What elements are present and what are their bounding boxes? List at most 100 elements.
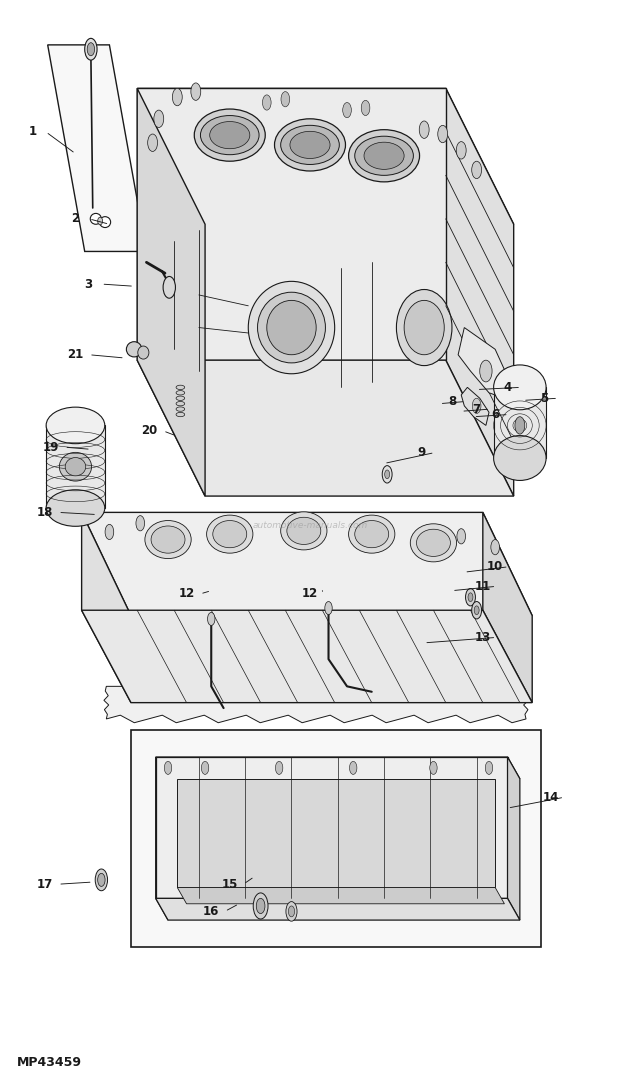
Polygon shape xyxy=(137,360,514,496)
Circle shape xyxy=(343,102,352,118)
Text: 15: 15 xyxy=(221,877,238,891)
Ellipse shape xyxy=(46,489,105,526)
Text: 10: 10 xyxy=(487,560,503,573)
Polygon shape xyxy=(461,387,489,425)
Polygon shape xyxy=(156,758,168,920)
Ellipse shape xyxy=(404,301,445,354)
Bar xyxy=(131,730,541,947)
Ellipse shape xyxy=(176,390,185,395)
Polygon shape xyxy=(156,758,520,778)
Polygon shape xyxy=(46,425,105,508)
Ellipse shape xyxy=(200,116,259,155)
Circle shape xyxy=(457,529,466,544)
Ellipse shape xyxy=(98,217,103,225)
Circle shape xyxy=(515,416,525,434)
Circle shape xyxy=(208,613,215,626)
Ellipse shape xyxy=(65,458,86,476)
Circle shape xyxy=(438,125,448,143)
Ellipse shape xyxy=(290,131,330,158)
Ellipse shape xyxy=(257,292,326,363)
Circle shape xyxy=(262,95,271,110)
Text: 5: 5 xyxy=(541,391,549,404)
Text: 2: 2 xyxy=(71,213,79,226)
Ellipse shape xyxy=(176,385,185,389)
Text: 8: 8 xyxy=(448,395,456,408)
Circle shape xyxy=(382,465,392,483)
Circle shape xyxy=(384,470,389,479)
Text: 11: 11 xyxy=(475,580,491,593)
Ellipse shape xyxy=(213,521,247,547)
Text: 4: 4 xyxy=(503,380,512,393)
Ellipse shape xyxy=(126,341,142,356)
Circle shape xyxy=(202,761,209,774)
Polygon shape xyxy=(177,887,505,904)
Polygon shape xyxy=(82,512,532,616)
Ellipse shape xyxy=(281,125,339,165)
Ellipse shape xyxy=(176,401,185,405)
Ellipse shape xyxy=(176,396,185,400)
Polygon shape xyxy=(508,758,520,920)
Circle shape xyxy=(466,589,476,606)
Ellipse shape xyxy=(176,407,185,411)
Ellipse shape xyxy=(248,281,335,374)
Polygon shape xyxy=(446,88,514,496)
Circle shape xyxy=(191,83,201,100)
Text: 12: 12 xyxy=(302,588,318,601)
Ellipse shape xyxy=(494,436,546,481)
Circle shape xyxy=(87,43,95,56)
Circle shape xyxy=(286,901,297,921)
Ellipse shape xyxy=(348,516,395,553)
Polygon shape xyxy=(156,758,508,898)
Circle shape xyxy=(472,602,482,619)
Circle shape xyxy=(164,761,172,774)
Polygon shape xyxy=(137,88,205,496)
Circle shape xyxy=(485,761,493,774)
Ellipse shape xyxy=(355,136,414,175)
Ellipse shape xyxy=(138,346,149,359)
Text: 7: 7 xyxy=(472,402,480,415)
Circle shape xyxy=(275,761,283,774)
Text: 17: 17 xyxy=(37,877,53,891)
Circle shape xyxy=(172,88,182,106)
Ellipse shape xyxy=(364,142,404,169)
Text: 16: 16 xyxy=(203,905,219,918)
Circle shape xyxy=(468,593,473,602)
Polygon shape xyxy=(82,512,131,703)
Circle shape xyxy=(350,761,357,774)
Polygon shape xyxy=(177,778,495,887)
Polygon shape xyxy=(483,512,532,703)
Ellipse shape xyxy=(410,524,456,561)
Polygon shape xyxy=(137,88,514,225)
Text: MP43459: MP43459 xyxy=(17,1056,82,1069)
Circle shape xyxy=(491,540,500,555)
Circle shape xyxy=(361,100,370,116)
Text: 19: 19 xyxy=(43,440,59,453)
Circle shape xyxy=(253,893,268,919)
Text: 12: 12 xyxy=(179,588,195,601)
Circle shape xyxy=(472,161,482,179)
Circle shape xyxy=(288,906,294,917)
Text: 9: 9 xyxy=(417,446,425,459)
Polygon shape xyxy=(104,687,528,723)
Ellipse shape xyxy=(194,109,265,161)
Ellipse shape xyxy=(287,518,321,545)
Polygon shape xyxy=(494,387,546,458)
Text: 3: 3 xyxy=(84,278,92,291)
Text: 6: 6 xyxy=(491,408,499,421)
Circle shape xyxy=(105,524,113,540)
Circle shape xyxy=(95,869,107,891)
Polygon shape xyxy=(156,898,520,920)
Circle shape xyxy=(98,873,105,886)
Polygon shape xyxy=(137,88,446,360)
Circle shape xyxy=(148,134,157,152)
Circle shape xyxy=(430,761,437,774)
Circle shape xyxy=(256,898,265,913)
Circle shape xyxy=(456,142,466,159)
Text: 14: 14 xyxy=(542,790,559,803)
Ellipse shape xyxy=(355,521,389,547)
Ellipse shape xyxy=(91,214,102,225)
Circle shape xyxy=(163,277,175,299)
Text: 18: 18 xyxy=(37,506,53,519)
Circle shape xyxy=(85,38,97,60)
Ellipse shape xyxy=(176,412,185,416)
